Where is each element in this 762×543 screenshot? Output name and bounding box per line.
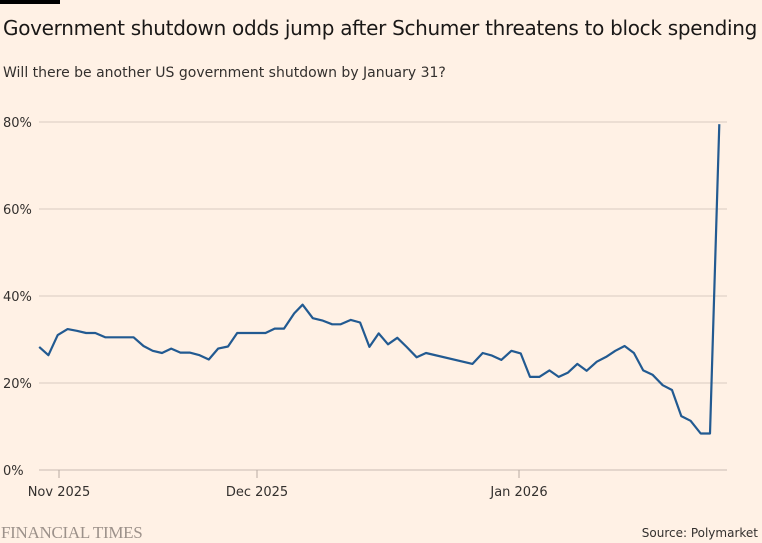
chart-subtitle: Will there be another US government shut…: [3, 65, 446, 81]
x-tick-label: Nov 2025: [28, 485, 91, 500]
source-note: Source: Polymarket: [641, 526, 758, 540]
x-tick-label: Dec 2025: [226, 485, 288, 500]
x-tick-label: Jan 2026: [489, 485, 547, 500]
y-tick-label: 20%: [3, 377, 32, 392]
y-tick-label: 0%: [3, 464, 24, 479]
y-tick-label: 80%: [3, 116, 32, 131]
y-tick-label: 40%: [3, 290, 32, 305]
series-line-shutdown-odds: [38, 124, 721, 435]
financial-times-logo: FINANCIAL TIMES: [1, 523, 143, 542]
chart-title: Government shutdown odds jump after Schu…: [3, 16, 758, 40]
ft-brand-bar: [0, 0, 60, 4]
y-tick-label: 60%: [3, 203, 32, 218]
